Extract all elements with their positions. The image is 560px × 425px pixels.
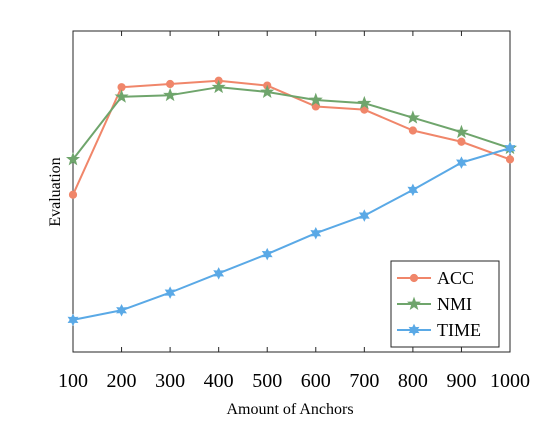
legend-marker-nmi	[406, 296, 422, 310]
series-line-nmi	[72, 86, 511, 161]
data-point-time	[504, 141, 516, 155]
legend-label: ACC	[437, 268, 474, 288]
data-point-nmi	[357, 95, 372, 110]
legend-item-nmi: NMI	[397, 294, 472, 314]
data-point-time	[213, 267, 225, 280]
data-point-nmi	[405, 110, 420, 124]
data-point-nmi	[65, 152, 81, 166]
series-line-acc	[72, 79, 511, 196]
data-point-time	[261, 247, 273, 261]
series-time	[67, 141, 516, 327]
legend-marker-time	[408, 323, 420, 337]
data-point-acc	[408, 126, 417, 135]
x-tick-label: 100	[58, 370, 88, 392]
data-point-acc	[68, 190, 78, 199]
x-tick-label: 300	[155, 370, 185, 392]
data-point-time	[164, 286, 176, 299]
series-layer	[65, 76, 518, 327]
data-point-acc	[166, 79, 175, 89]
legend-marker-acc	[409, 273, 419, 283]
x-tick-label: 600	[301, 370, 331, 392]
data-point-nmi	[308, 92, 323, 106]
data-point-time	[67, 313, 79, 327]
legend-item-time: TIME	[397, 320, 481, 340]
x-axis-label: Amount of Anchors	[226, 401, 353, 418]
data-point-time	[407, 183, 419, 197]
x-tick-label: 1000	[490, 370, 530, 392]
x-tick-label: 200	[107, 370, 137, 392]
x-axis-ticks: 100 200 300 400 500 600 700 800 900 1000	[58, 31, 530, 392]
x-tick-label: 400	[204, 370, 234, 392]
data-point-acc	[505, 155, 515, 164]
data-point-nmi	[454, 124, 469, 139]
data-point-time	[358, 209, 370, 222]
data-point-time	[310, 226, 322, 240]
data-point-nmi	[163, 87, 178, 102]
data-point-nmi	[114, 89, 129, 103]
data-point-nmi	[260, 84, 275, 98]
series-line-time	[72, 147, 511, 321]
legend-item-acc: ACC	[397, 268, 474, 288]
x-tick-label: 500	[252, 370, 282, 392]
x-tick-label: 700	[349, 370, 379, 392]
y-axis-label: Evaluation	[47, 157, 64, 226]
x-tick-label: 900	[446, 370, 476, 392]
legend-label: NMI	[437, 294, 472, 314]
data-point-time	[456, 156, 467, 169]
legend-label: TIME	[437, 320, 481, 340]
data-point-nmi	[211, 79, 226, 94]
data-point-acc	[457, 137, 466, 146]
legend: ACC NMI TIME	[390, 260, 500, 348]
series-nmi	[65, 79, 518, 166]
x-tick-label: 800	[398, 370, 428, 392]
data-point-time	[116, 303, 127, 317]
